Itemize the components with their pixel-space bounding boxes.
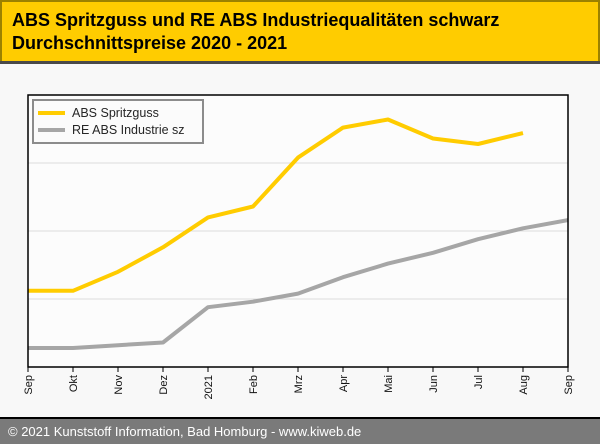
chart-title-line1: ABS Spritzguss und RE ABS Industriequali… (12, 10, 500, 30)
x-axis-label: Nov (113, 375, 125, 395)
x-axis-label: Dez (158, 375, 170, 395)
abs-spritzguss-line-swatch-icon (38, 110, 65, 115)
series-line-abs-spritzguss (28, 117, 524, 293)
chart-legend: ABS Spritzguss RE ABS Industrie sz (32, 99, 204, 144)
legend-item-re-abs-industrie: RE ABS Industrie sz (38, 121, 202, 138)
copyright-text: © 2021 Kunststoff Information, Bad Hombu… (8, 424, 362, 439)
chart-title-line2: Durchschnittspreise 2020 - 2021 (12, 33, 288, 53)
x-axis-label: Sep (563, 375, 575, 395)
x-axis-label: Okt (68, 375, 80, 392)
re-abs-line-swatch-icon (38, 127, 65, 132)
x-axis-label: Apr (338, 375, 350, 392)
x-axis-label: Jun (428, 375, 440, 393)
x-axis-label: Feb (248, 375, 260, 394)
title-bar: ABS Spritzguss und RE ABS Industriequali… (0, 0, 600, 61)
title-divider (0, 61, 600, 64)
x-axis-label: Jul (473, 375, 485, 389)
footer-separator (0, 417, 600, 419)
legend-label-abs-spritzguss: ABS Spritzguss (72, 105, 159, 120)
series-line-re-abs-industrie-sz (28, 218, 568, 350)
footer-bar: © 2021 Kunststoff Information, Bad Hombu… (0, 419, 600, 444)
x-axis-label: Aug (518, 375, 530, 395)
chart-area: Sep Okt Nov Dez 2021 Feb Mrz Apr Mai Jun Jul Aug Sep… (0, 64, 600, 417)
x-axis-label: Mai (383, 375, 395, 393)
x-axis-label: Mrz (293, 375, 305, 393)
legend-label-re-abs-industrie: RE ABS Industrie sz (72, 122, 185, 137)
x-axis-label: 2021 (203, 375, 215, 399)
legend-item-abs-spritzguss: ABS Spritzguss (38, 104, 202, 121)
x-axis-label: Sep (23, 375, 35, 395)
